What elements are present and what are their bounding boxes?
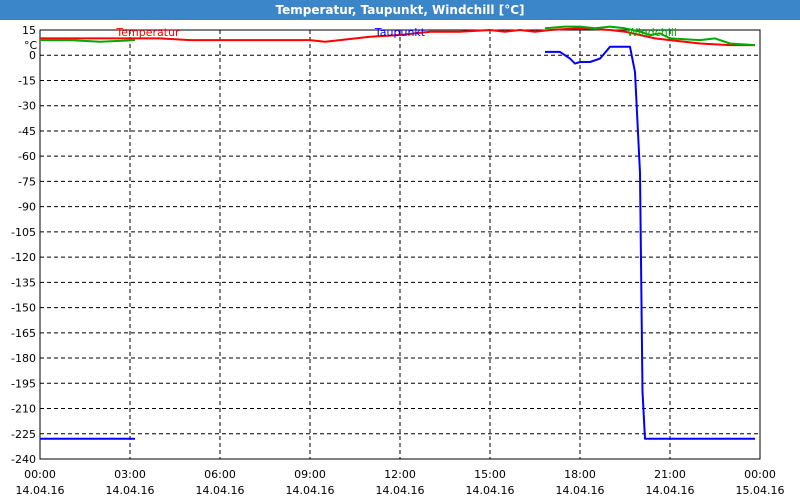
series-line-temperatur — [40, 27, 755, 47]
legend-taupunkt: Taupunkt — [374, 26, 426, 39]
y-tick-label: -30 — [18, 100, 36, 113]
x-tick-date: 14.04.16 — [466, 484, 515, 497]
x-tick-time: 15:00 — [474, 468, 506, 481]
y-tick-label: -90 — [18, 201, 36, 214]
x-tick-date: 14.04.16 — [556, 484, 605, 497]
y-tick-label: -225 — [11, 428, 36, 441]
y-tick-label: -15 — [18, 74, 36, 87]
y-tick-label: -240 — [11, 453, 36, 466]
series-line-windchill — [40, 39, 136, 43]
y-tick-label: -180 — [11, 352, 36, 365]
y-tick-label: -195 — [11, 377, 36, 390]
plot-frame — [39, 29, 761, 460]
x-tick-date: 14.04.16 — [196, 484, 245, 497]
x-tick-date: 15.04.16 — [736, 484, 785, 497]
x-tick-date: 14.04.16 — [286, 484, 335, 497]
legend-layer: Temperatur Taupunkt Windchill — [115, 26, 677, 39]
y-tick-label: -135 — [11, 276, 36, 289]
y-tick-label: -105 — [11, 226, 36, 239]
x-tick-time: 00:00 — [744, 468, 776, 481]
chart-area: °C 15 0 -15 -30 -45 -60 -75 -90 -105 -120 -135 -150 -… — [11, 24, 784, 497]
legend-temperatur: Temperatur — [115, 26, 180, 39]
x-tick-date: 14.04.16 — [376, 484, 425, 497]
y-tick-label: -75 — [18, 175, 36, 188]
y-tick-label: 0 — [29, 49, 36, 62]
legend-windchill: Windchill — [627, 26, 677, 39]
y-tick-label: -120 — [11, 251, 36, 264]
y-tick-label: -210 — [11, 403, 36, 416]
series-line-taupunkt — [545, 45, 755, 440]
x-tick-time: 06:00 — [204, 468, 236, 481]
x-tick-time: 21:00 — [654, 468, 686, 481]
x-tick-time: 09:00 — [294, 468, 326, 481]
x-tick-time: 12:00 — [384, 468, 416, 481]
y-tick-label: -150 — [11, 302, 36, 315]
x-tick-date: 14.04.16 — [646, 484, 695, 497]
y-tick-label: -165 — [11, 327, 36, 340]
y-tick-label: -60 — [18, 150, 36, 163]
series-line-windchill — [544, 25, 756, 47]
y-tick-label: -45 — [18, 125, 36, 138]
x-tick-date: 14.04.16 — [106, 484, 155, 497]
y-tick-label: 15 — [22, 24, 36, 37]
x-tick-time: 00:00 — [24, 468, 56, 481]
x-tick-time: 18:00 — [564, 468, 596, 481]
x-tick-time: 03:00 — [114, 468, 146, 481]
window-title: Temperatur, Taupunkt, Windchill [°C] — [0, 0, 800, 20]
series-layer — [40, 25, 756, 440]
grid-layer — [40, 30, 760, 459]
x-tick-date: 14.04.16 — [16, 484, 65, 497]
y-unit-label: °C — [24, 39, 38, 52]
axis-layer: °C 15 0 -15 -30 -45 -60 -75 -90 -105 -120 -135 -150 -… — [11, 24, 784, 497]
